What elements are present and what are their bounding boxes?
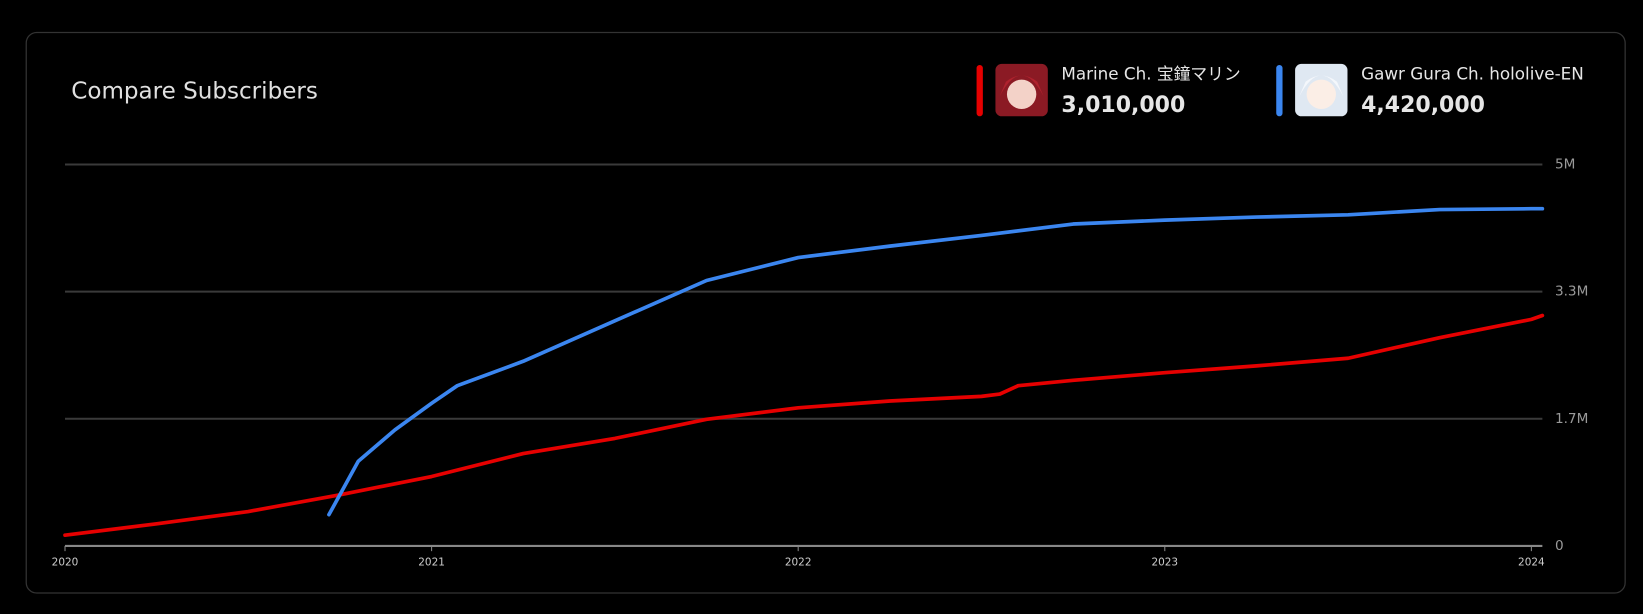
legend-name: Gawr Gura Ch. hololive-EN [1361, 63, 1584, 83]
avatar-hair [1299, 75, 1344, 97]
avatar-hair [999, 75, 1044, 97]
chart-title: Compare Subscribers [71, 79, 318, 105]
series-line [327, 206, 1545, 517]
x-tick-label: 2020 [52, 557, 79, 569]
series-line [63, 313, 1545, 538]
legend-value: 3,010,000 [1061, 93, 1185, 118]
card [25, 31, 1626, 594]
x-tick-label: 2021 [418, 557, 445, 569]
legend-value: 4,420,000 [1361, 93, 1485, 118]
x-tick-label: 2023 [1151, 557, 1178, 569]
y-tick-label: 5M [1555, 157, 1575, 173]
legend-name: Marine Ch. 宝鐘マリン [1061, 63, 1240, 83]
avatar-face [1306, 79, 1336, 109]
avatar-face [1006, 79, 1037, 109]
y-tick-label: 1.7M [1555, 411, 1588, 427]
legend-swatch [976, 64, 983, 117]
legend-swatch [1276, 64, 1283, 117]
x-tick-label: 2024 [1518, 557, 1545, 569]
y-tick-label: 3.3M [1555, 284, 1588, 300]
x-tick-label: 2022 [785, 557, 812, 569]
y-tick-label: 0 [1555, 538, 1564, 554]
